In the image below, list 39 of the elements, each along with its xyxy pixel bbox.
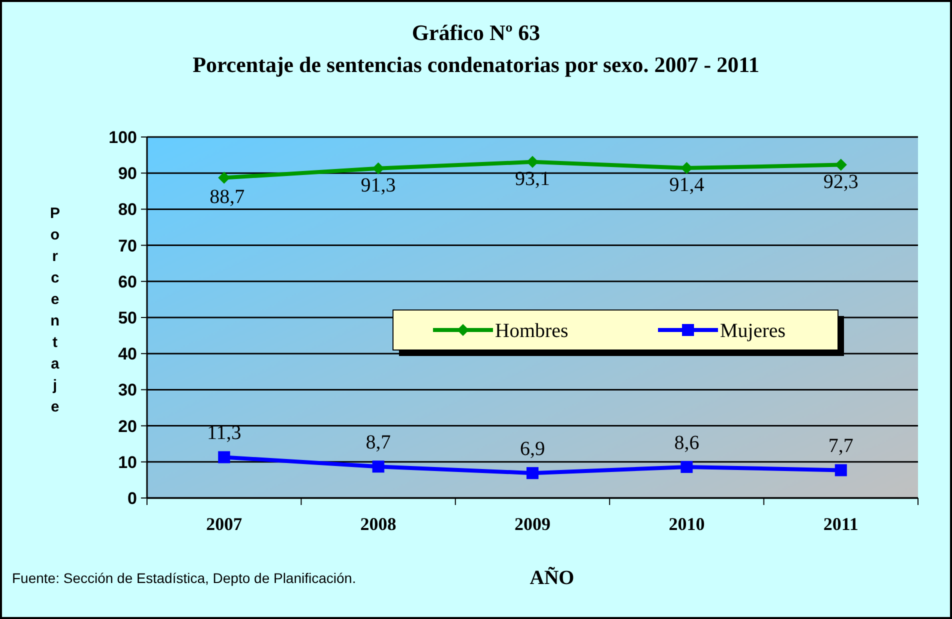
y-tick-label: 10 <box>118 452 137 472</box>
y-tick-label: 50 <box>118 308 137 328</box>
data-label: 88,7 <box>210 186 245 208</box>
point <box>372 460 384 473</box>
point <box>680 460 693 473</box>
data-label: 92,3 <box>823 170 858 193</box>
point <box>218 451 230 464</box>
source-note: Fuente: Sección de Estadística, Depto de Planificación. <box>12 570 356 586</box>
text: Porcentaje <box>50 205 60 416</box>
data-label: 91,4 <box>669 174 704 196</box>
data-label: 11,3 <box>206 422 242 444</box>
y-tick-label: 20 <box>118 416 137 436</box>
x-tick-label: 2011 <box>823 514 858 534</box>
point <box>526 156 538 168</box>
legend-label: Hombres <box>495 320 569 342</box>
y-tick-label: 100 <box>108 128 137 147</box>
data-label: 8,6 <box>674 432 700 454</box>
y-tick-label: 30 <box>118 380 137 400</box>
y-tick-label: 90 <box>118 164 137 184</box>
y-tick-label: 70 <box>118 236 137 256</box>
legend-label: Mujeres <box>720 320 786 342</box>
x-tick-label: 2008 <box>360 514 396 534</box>
chart-subtitle: Porcentaje de sentencias condenatorias por sexo. 2007 - 2011 <box>192 52 760 77</box>
data-label: 6,9 <box>520 438 545 460</box>
point <box>372 162 384 174</box>
data-label: 7,7 <box>828 435 854 458</box>
x-axis-title: AÑO <box>530 566 574 589</box>
y-tick-label: 0 <box>128 489 137 508</box>
y-tick-label: 40 <box>118 344 137 364</box>
data-label: 91,3 <box>360 174 396 196</box>
x-tick-label: 2009 <box>514 514 550 534</box>
point <box>834 464 847 476</box>
x-tick-label: 2007 <box>206 514 242 534</box>
point <box>526 467 538 480</box>
data-label: 8,7 <box>366 432 391 454</box>
y-tick-label: 80 <box>118 200 137 220</box>
chart-title: Gráfico Nº 63 <box>412 20 540 45</box>
y-tick-label: 60 <box>118 272 137 292</box>
x-tick-label: 2010 <box>668 514 705 534</box>
